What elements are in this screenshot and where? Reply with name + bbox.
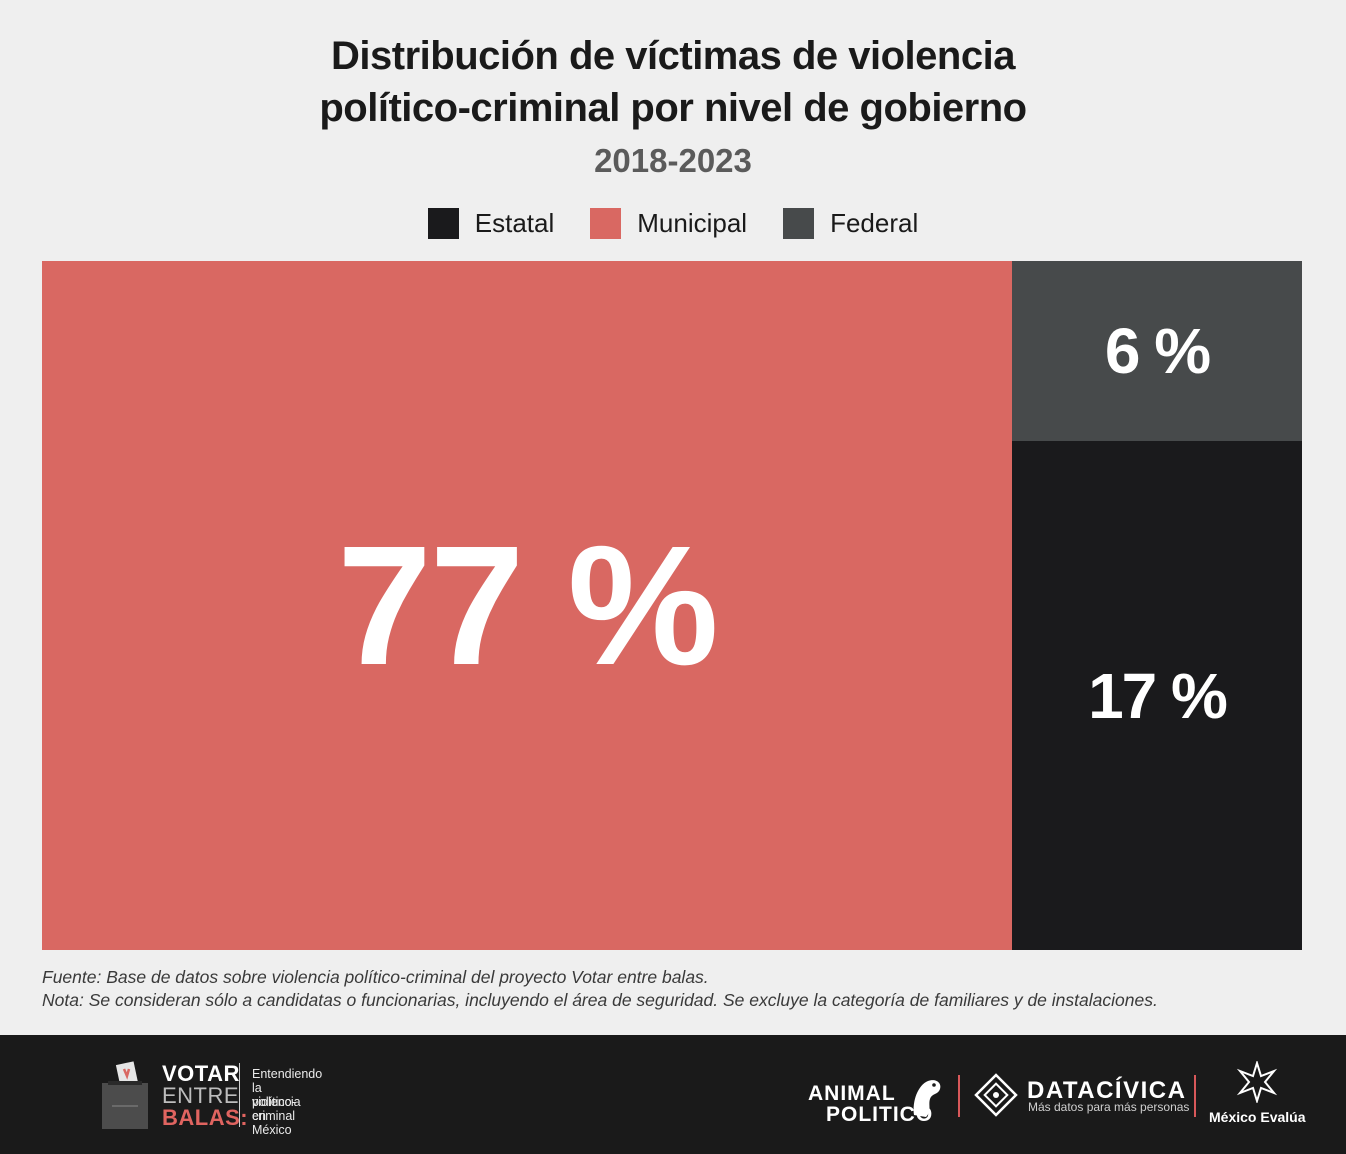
animal-politico-line-2: POLITICO — [826, 1103, 934, 1126]
logo-divider — [239, 1063, 240, 1127]
ballot-box-icon — [102, 1061, 148, 1129]
animal-politico-line-1: ANIMAL — [808, 1082, 896, 1105]
legend-swatch-municipal — [590, 208, 622, 239]
treemap-cell-estatal: 17 % — [1012, 441, 1302, 950]
treemap-cell-federal: 6 % — [1012, 261, 1302, 441]
methodology-note: Nota: Se consideran sólo a candidatas o … — [42, 990, 1158, 1010]
legend-item-municipal: Municipal — [590, 208, 747, 239]
logo-separator-2 — [1194, 1075, 1196, 1117]
tagline-line-4: en México — [252, 1109, 292, 1137]
entre-word: ENTRE — [162, 1083, 240, 1108]
title-line-1: Distribución de víctimas de violencia — [331, 34, 1015, 78]
treemap-label-federal: 6 % — [1104, 315, 1211, 387]
legend-label-municipal: Municipal — [637, 208, 748, 238]
tagline-line-3: político-criminal — [252, 1095, 296, 1123]
treemap-label-estatal: 17 % — [1088, 659, 1228, 732]
legend: Estatal Municipal Federal — [0, 208, 1346, 239]
legend-swatch-estatal — [427, 208, 459, 239]
notes: Fuente: Base de datos sobre violencia po… — [42, 966, 1312, 1012]
animal-politico-logo: ANIMAL POLITICO — [808, 1083, 933, 1125]
chart-subtitle: 2018-2023 — [594, 142, 752, 179]
votar-word: VOTAR — [162, 1061, 240, 1086]
mexico-evalua-star-icon — [1236, 1061, 1278, 1103]
datacivica-icon — [974, 1073, 1018, 1117]
datacivica-tagline: Más datos para más personas — [1028, 1100, 1190, 1114]
datacivica-name: DATACÍVICA — [1027, 1077, 1187, 1104]
tagline-line-2: la violencia — [252, 1081, 301, 1109]
source-note: Fuente: Base de datos sobre violencia po… — [42, 967, 709, 987]
mexico-evalua-name: México Evalúa — [1209, 1109, 1306, 1125]
chart-title: Distribución de víctimas de violencia po… — [0, 30, 1346, 134]
balas-word: BALAS: — [162, 1105, 249, 1130]
legend-label-federal: Federal — [830, 208, 919, 238]
legend-item-federal: Federal — [783, 208, 918, 239]
treemap-chart: 77 % 6 % 17 % — [42, 261, 1302, 950]
legend-item-estatal: Estatal — [427, 208, 555, 239]
treemap-label-municipal: 77 % — [337, 510, 718, 701]
axolotl-icon — [913, 1080, 941, 1117]
legend-swatch-federal — [783, 208, 815, 239]
title-line-2: político-criminal por nivel de gobierno — [319, 86, 1027, 130]
tagline-line-1: Entendiendo — [252, 1067, 323, 1081]
treemap-cell-municipal: 77 % — [42, 261, 1012, 950]
logo-separator-1 — [958, 1075, 960, 1117]
footer-bar: VOTAR ENTRE BALAS: Entendiendo la violen… — [0, 1035, 1346, 1154]
legend-label-estatal: Estatal — [474, 208, 555, 238]
